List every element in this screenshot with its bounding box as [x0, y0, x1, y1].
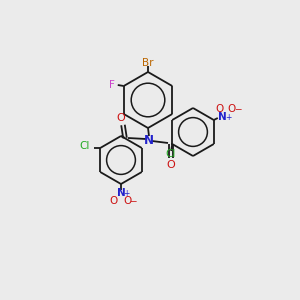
Text: −: − [129, 196, 137, 206]
Text: O: O [167, 160, 176, 170]
Text: O: O [216, 104, 224, 114]
Text: F: F [109, 80, 115, 90]
Text: −: − [234, 104, 242, 113]
Text: O: O [228, 104, 236, 114]
Text: N: N [117, 188, 125, 198]
Text: O: O [117, 113, 125, 123]
Text: O: O [124, 196, 132, 206]
Text: +: + [226, 112, 232, 122]
Text: N: N [218, 112, 227, 122]
Text: +: + [123, 188, 129, 197]
Text: Cl: Cl [80, 141, 90, 151]
Text: O: O [109, 196, 117, 206]
Text: N: N [144, 134, 154, 146]
Text: Cl: Cl [165, 149, 175, 159]
Text: Br: Br [142, 58, 154, 68]
